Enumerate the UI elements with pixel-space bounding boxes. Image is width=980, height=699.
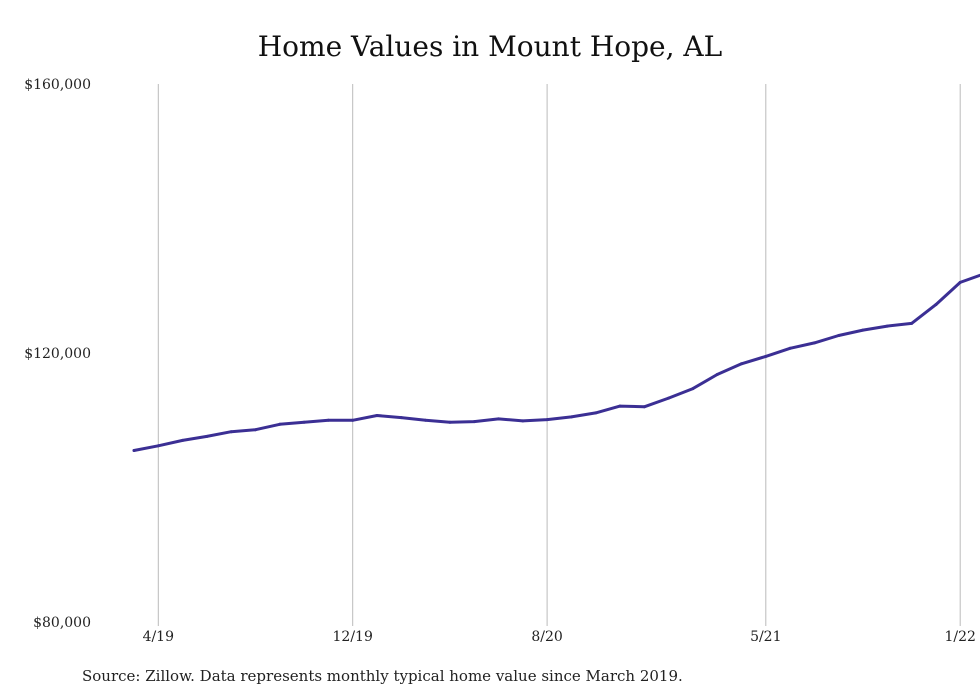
data-point bbox=[132, 449, 136, 452]
data-point bbox=[448, 420, 452, 424]
data-point bbox=[521, 419, 525, 423]
y-tick-label: $160,000 bbox=[24, 77, 91, 93]
data-point bbox=[837, 334, 841, 337]
y-tick-label: $120,000 bbox=[24, 346, 91, 362]
data-point bbox=[594, 411, 598, 415]
data-point bbox=[545, 418, 549, 422]
x-tick-label: 8/20 bbox=[531, 629, 562, 645]
x-tick-label: 12/19 bbox=[333, 629, 373, 645]
gridlines bbox=[157, 84, 961, 626]
data-point bbox=[715, 373, 719, 376]
data-point bbox=[740, 362, 743, 366]
series-layer: $131,796 bbox=[132, 273, 980, 452]
data-point bbox=[642, 405, 646, 409]
data-point bbox=[861, 328, 865, 332]
data-point bbox=[812, 341, 816, 345]
data-point bbox=[764, 354, 768, 358]
source-note: Source: Zillow. Data represents monthly … bbox=[82, 667, 683, 685]
data-point bbox=[934, 303, 938, 307]
data-point bbox=[181, 438, 185, 442]
data-point bbox=[399, 416, 403, 420]
data-point bbox=[788, 346, 792, 350]
data-point bbox=[254, 428, 257, 432]
data-point bbox=[885, 324, 889, 328]
data-point bbox=[375, 414, 379, 417]
data-point bbox=[278, 422, 282, 426]
data-point bbox=[472, 420, 476, 424]
x-tick-label: 4/19 bbox=[143, 629, 174, 645]
data-point bbox=[205, 434, 209, 438]
data-point bbox=[691, 387, 695, 391]
y-axis: $80,000 $120,000 $160,000 bbox=[24, 77, 91, 631]
chart-title: Home Values in Mount Hope, AL bbox=[257, 30, 723, 63]
y-tick-label: $80,000 bbox=[33, 615, 91, 631]
data-point bbox=[229, 430, 233, 434]
data-point bbox=[302, 420, 306, 424]
x-tick-label: 5/21 bbox=[750, 629, 781, 645]
x-axis: 4/19 12/19 8/20 5/21 1/22 bbox=[143, 629, 976, 645]
data-point bbox=[351, 418, 355, 422]
data-point bbox=[910, 321, 914, 325]
data-point bbox=[569, 415, 573, 419]
data-point bbox=[618, 404, 622, 408]
data-point bbox=[497, 417, 500, 421]
data-point bbox=[326, 418, 330, 422]
x-tick-label: 1/22 bbox=[944, 629, 975, 645]
data-point bbox=[424, 418, 428, 422]
data-point bbox=[958, 280, 962, 284]
data-point bbox=[156, 444, 160, 448]
series-line bbox=[132, 273, 980, 452]
data-point bbox=[667, 396, 671, 400]
